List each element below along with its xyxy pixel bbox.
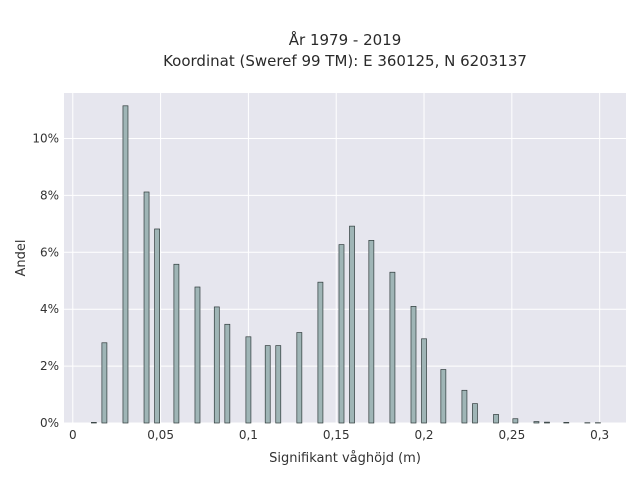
histogram-bar — [368, 240, 375, 424]
x-axis-label: Signifikant våghöjd (m) — [269, 451, 421, 466]
y-tick-label: 6% — [40, 245, 59, 259]
x-tick-label: 0,1 — [239, 428, 258, 442]
histogram-bar — [173, 263, 180, 424]
histogram-bar — [472, 403, 478, 424]
y-tick-label: 10% — [32, 132, 59, 146]
histogram-bar — [264, 345, 271, 424]
histogram-bar — [275, 345, 282, 424]
x-tick-label: 0,25 — [498, 428, 525, 442]
y-axis-label: Andel — [14, 240, 29, 277]
chart-title-line-1: År 1979 - 2019 — [289, 30, 402, 49]
histogram-bar — [421, 338, 427, 424]
histogram-bar — [461, 389, 468, 424]
histogram-bar — [296, 332, 303, 424]
x-tick-label: 0,15 — [323, 428, 350, 442]
histogram-bar — [410, 306, 417, 424]
histogram-bar — [493, 414, 499, 424]
histogram-bar — [143, 191, 150, 424]
histogram-bar — [533, 421, 540, 424]
histogram-bar — [389, 271, 396, 424]
histogram-bar — [90, 422, 97, 424]
histogram-bar — [224, 323, 231, 424]
histogram-bar — [194, 286, 201, 424]
histogram-bar — [154, 228, 160, 424]
histogram-bar — [101, 342, 108, 424]
x-tick-label: 0,2 — [414, 428, 433, 442]
x-tick-labels: 0 0,05 0,1 0,15 0,2 0,25 0,3 — [69, 428, 609, 442]
histogram-bar — [213, 306, 220, 424]
y-tick-label: 0% — [40, 416, 59, 430]
histogram-bar — [440, 369, 447, 424]
bars-group — [90, 105, 601, 424]
histogram-bar — [349, 225, 355, 424]
histogram-bar — [338, 244, 345, 424]
histogram-bar — [122, 105, 129, 424]
y-tick-label: 2% — [40, 359, 59, 373]
histogram-bar — [512, 418, 519, 424]
histogram-bar — [563, 422, 570, 424]
y-tick-labels: 0% 2% 4% 6% 8% 10% — [32, 132, 59, 430]
y-tick-label: 8% — [40, 188, 59, 202]
histogram-bar — [544, 421, 550, 424]
x-tick-label: 0,05 — [147, 428, 174, 442]
histogram-bar — [317, 281, 324, 424]
x-tick-label: 0 — [69, 428, 77, 442]
chart-title-line-2: Koordinat (Sweref 99 TM): E 360125, N 62… — [163, 52, 527, 70]
y-tick-label: 4% — [40, 302, 59, 316]
x-tick-label: 0,3 — [590, 428, 609, 442]
histogram-bar — [245, 336, 252, 424]
